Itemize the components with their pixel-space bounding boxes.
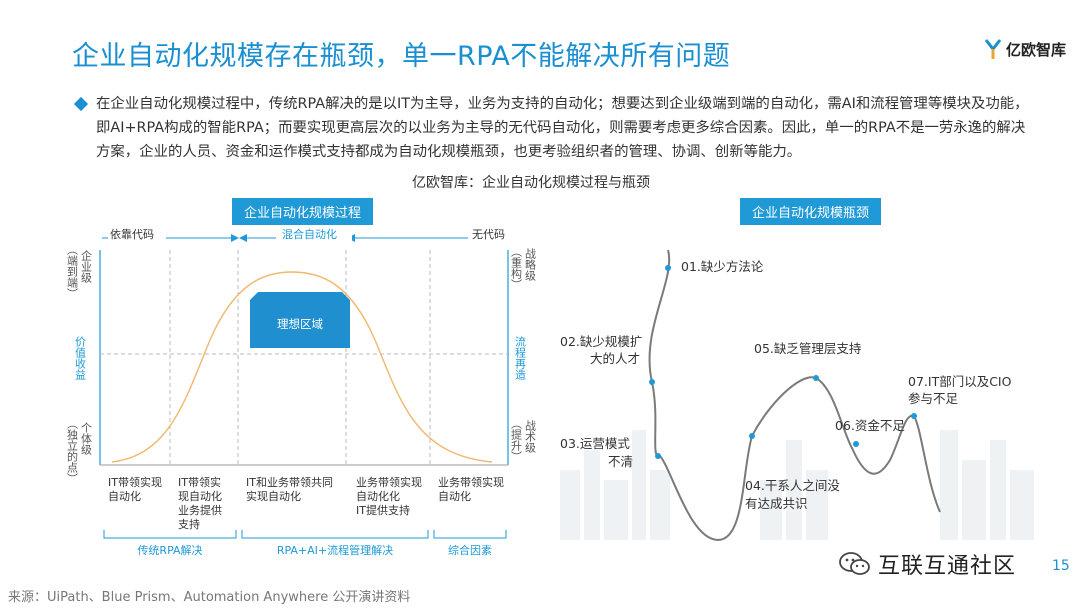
column-label-2c: 业务提供 (178, 503, 222, 517)
column-label-1b: 自动化 (108, 489, 141, 503)
column-label-4b: 自动化化 (356, 489, 400, 503)
right-axis-top-sub: （重构） (510, 246, 523, 290)
column-label-5a: 业务带领实现 (438, 475, 504, 489)
ideal-zone (250, 292, 350, 348)
bottleneck-01: 01.缺少方法论 (681, 259, 764, 274)
top-arrows: 依靠代码 混合自动化 无代码 (102, 226, 508, 242)
left-axis-top-main: 企业级 (80, 249, 93, 284)
right-axis-bottom-main: 战术级 (524, 420, 537, 454)
intro-paragraph: 在企业自动化规模过程中，传统RPA解决的是以IT为主导，业务为支持的自动化；想要… (96, 96, 1029, 160)
ideal-zone-label: 理想区域 (277, 317, 323, 331)
right-panel-title: 企业自动化规模瓶颈 (740, 198, 882, 225)
grid (100, 250, 508, 465)
dot-06 (853, 441, 859, 447)
watermark-text: 互联互通社区 (878, 554, 1017, 579)
brand-logo: 亿欧智库 (984, 36, 1066, 62)
column-label-2b: 现自动化 (178, 489, 222, 503)
top-label-hybrid: 混合自动化 (282, 227, 337, 241)
bottleneck-labels: 01.缺少方法论 02.缺少规模扩 大的人才 03.运营模式 不清 04.干系人… (560, 259, 1012, 511)
group-label-comprehensive: 综合因素 (448, 543, 492, 557)
column-label-2d: 支持 (178, 517, 200, 531)
column-label-2a: IT带领实 (178, 475, 221, 489)
top-label-code: 依靠代码 (110, 227, 154, 241)
column-labels: IT带领实现 自动化 IT带领实 现自动化 业务提供 支持 IT和业务带领共同 … (108, 475, 504, 531)
left-axis-middle: 价值收益 (74, 336, 87, 380)
bottleneck-03-line2: 不清 (608, 454, 633, 469)
page-number: 15 (1052, 558, 1070, 574)
bottom-brackets (103, 530, 507, 539)
bottleneck-07-line2: 参与不足 (908, 391, 959, 406)
bottleneck-05: 05.缺乏管理层支持 (754, 341, 861, 356)
page-title: 企业自动化规模存在瓶颈，单一RPA不能解决所有问题 (72, 41, 731, 72)
bottleneck-path (648, 249, 941, 542)
yiou-logo-icon (984, 39, 1002, 59)
right-axis-bottom-sub: （提升） (510, 418, 523, 462)
column-label-3a: IT和业务带领共同 (246, 476, 333, 489)
column-label-5b: 自动化 (438, 489, 471, 503)
left-axis-top-sub: （端到端） (66, 244, 79, 299)
dot-01 (665, 265, 671, 271)
bottleneck-02-line1: 02.缺少规模扩 (560, 334, 642, 349)
brand-logo-text: 亿欧智库 (1006, 40, 1067, 59)
column-label-3b: 实现自动化 (246, 489, 301, 503)
left-axis-bottom-sub: （独立的点） (66, 418, 79, 484)
bottleneck-06: 06.资金不足 (835, 418, 905, 433)
right-axis-middle: 流程再造 (514, 335, 527, 380)
dot-04 (749, 433, 755, 439)
source-note: 来源：UiPath、Blue Prism、Automation Anywhere… (8, 590, 411, 605)
left-panel-title: 企业自动化规模过程 (232, 198, 374, 225)
figure-caption: 亿欧智库：企业自动化规模过程与瓶颈 (412, 175, 650, 191)
left-axis-bottom-main: 个体级 (80, 422, 93, 456)
bottleneck-07-line1: 07.IT部门以及CIO (908, 374, 1012, 389)
bottleneck-04-line2: 有达成共识 (745, 496, 808, 511)
group-label-traditional: 传统RPA解决 (137, 543, 202, 557)
dot-03 (655, 453, 661, 459)
dot-07 (911, 413, 917, 419)
right-axis-top-main-text: 战略级 (524, 248, 537, 282)
watermark: 互联互通社区 (838, 548, 1016, 580)
city-skyline-background (560, 430, 1034, 540)
column-label-4a: 业务带领实现 (356, 475, 422, 489)
top-label-nocode: 无代码 (472, 228, 505, 241)
group-label-rpa-ai: RPA+AI+流程管理解决 (277, 543, 393, 557)
right-axis-labels: 战略级 （重构） 流程再造 战术级 （提升） (510, 246, 537, 462)
column-label-4c: IT提供支持 (356, 503, 410, 517)
bottleneck-03-line1: 03.运营模式 (560, 436, 630, 451)
column-label-1a: IT带领实现 (108, 475, 162, 489)
dot-05 (813, 375, 819, 381)
bottleneck-04-line1: 04.干系人之间没 (745, 478, 840, 493)
wechat-icon (839, 552, 870, 575)
bottleneck-02-line2: 大的人才 (590, 351, 640, 366)
dot-02 (649, 379, 655, 385)
bottleneck-dots (649, 265, 917, 459)
left-axis-labels: 企业级 （端到端） 价值收益 个体级 （独立的点） (66, 244, 93, 484)
maturity-curve (111, 271, 493, 463)
